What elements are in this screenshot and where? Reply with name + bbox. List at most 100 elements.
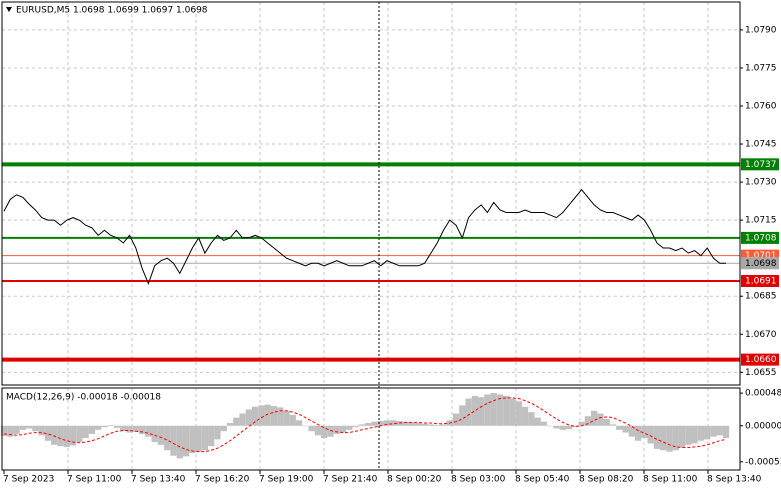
macd-bar bbox=[145, 425, 152, 437]
macd-bar bbox=[302, 425, 309, 427]
macd-bar bbox=[490, 393, 497, 426]
macd-bar bbox=[19, 425, 26, 430]
x-tick-label: 7 Sep 19:00 bbox=[259, 475, 314, 485]
y-tick-label: 1.0715 bbox=[745, 216, 777, 226]
price-box-label: 1.0708 bbox=[745, 233, 777, 243]
x-tick-label: 7 Sep 21:40 bbox=[323, 475, 378, 485]
macd-bar bbox=[314, 425, 322, 436]
price-box-label: 1.0660 bbox=[745, 355, 777, 365]
macd-bar bbox=[277, 407, 284, 426]
macd-bar bbox=[710, 425, 717, 437]
y-tick-label: 1.0775 bbox=[745, 63, 777, 73]
macd-bar bbox=[346, 425, 353, 430]
macd-bar bbox=[704, 425, 711, 440]
macd-bar bbox=[666, 425, 673, 452]
macd-bar bbox=[716, 425, 723, 436]
y-tick-label: 1.0760 bbox=[745, 101, 777, 111]
main-pane-border bbox=[1, 1, 741, 386]
x-tick-label: 7 Sep 2023 bbox=[3, 475, 54, 485]
macd-bar bbox=[226, 423, 234, 426]
macd-bar bbox=[170, 425, 177, 456]
macd-bar bbox=[233, 417, 240, 426]
macd-bar bbox=[565, 425, 573, 430]
macd-bar bbox=[465, 398, 472, 426]
macd-bar bbox=[503, 395, 510, 426]
dropdown-icon[interactable] bbox=[6, 7, 12, 12]
macd-bar bbox=[603, 418, 610, 426]
macd-bar bbox=[653, 425, 661, 449]
x-tick-label: 8 Sep 03:00 bbox=[451, 475, 506, 485]
macd-bar bbox=[521, 406, 529, 426]
x-tick-label: 7 Sep 11:00 bbox=[67, 475, 122, 485]
macd-bar bbox=[201, 425, 209, 451]
y-tick-label: 1.0670 bbox=[745, 330, 777, 340]
macd-bar bbox=[408, 422, 416, 426]
macd-bar bbox=[57, 425, 64, 447]
macd-bar bbox=[270, 406, 278, 426]
macd-bar bbox=[95, 425, 102, 430]
x-tick-label: 7 Sep 16:20 bbox=[195, 475, 250, 485]
macd-bar bbox=[365, 423, 372, 426]
price-box bbox=[741, 353, 779, 366]
macd-title: MACD(12,26,9) -0.00018 -0.00018 bbox=[6, 393, 161, 403]
macd-bar bbox=[251, 406, 259, 426]
macd-bar bbox=[132, 425, 139, 432]
axes: 1.0790 1.0775 1.0760 1.0745 1.0730 1.0715 1.06… bbox=[3, 25, 781, 484]
x-tick-label: 8 Sep 00:20 bbox=[387, 475, 442, 485]
macd-bar bbox=[534, 417, 541, 426]
x-tick-label: 8 Sep 05:40 bbox=[515, 475, 570, 485]
price-box-label: 1.0691 bbox=[745, 277, 777, 287]
macd-bar bbox=[358, 424, 365, 426]
macd-bar bbox=[195, 425, 202, 452]
macd-bar bbox=[352, 425, 359, 428]
macd-bar bbox=[672, 425, 679, 451]
x-tick-label: 7 Sep 13:40 bbox=[131, 475, 186, 485]
macd-bar bbox=[113, 425, 121, 428]
price-box bbox=[741, 275, 779, 288]
macd-bar bbox=[578, 421, 585, 426]
macd-bar bbox=[471, 395, 479, 426]
macd-bar bbox=[697, 425, 705, 441]
macd-bar bbox=[478, 397, 485, 426]
signal-line bbox=[3, 397, 727, 453]
price-box bbox=[741, 231, 779, 244]
macd-bar bbox=[660, 425, 667, 451]
macd-bar bbox=[647, 425, 654, 444]
macd-bar bbox=[553, 425, 560, 429]
macd-bar bbox=[182, 425, 190, 457]
macd-bar bbox=[540, 421, 548, 426]
macd-bar bbox=[157, 425, 165, 445]
macd-bar bbox=[496, 394, 504, 426]
macd-bar bbox=[333, 425, 340, 434]
y-tick-label: 0.00000 bbox=[745, 421, 781, 431]
macd-bar bbox=[63, 425, 70, 447]
macd-bar bbox=[32, 425, 39, 432]
y-tick-label: 1.0745 bbox=[745, 140, 777, 150]
macd-bar bbox=[327, 425, 334, 437]
macd-bar bbox=[616, 425, 623, 430]
macd-bar bbox=[164, 425, 171, 451]
macd-bar bbox=[208, 425, 215, 447]
macd-bar bbox=[0, 425, 8, 436]
macd-bar bbox=[120, 425, 127, 432]
macd-pane-border bbox=[1, 387, 741, 471]
macd-bar bbox=[13, 425, 20, 434]
y-tick-label: -0.00053 bbox=[745, 457, 781, 467]
macd-bar bbox=[214, 425, 221, 440]
macd-bar bbox=[283, 410, 290, 426]
macd-bar bbox=[427, 424, 435, 426]
price-box bbox=[741, 158, 779, 171]
macd-bar bbox=[572, 425, 579, 428]
macd-bar bbox=[622, 425, 629, 433]
macd-bar bbox=[434, 425, 441, 426]
macd-bar bbox=[641, 425, 648, 439]
macd-bar bbox=[151, 425, 158, 443]
price-box-label: 1.0698 bbox=[745, 259, 777, 269]
y-tick-label: 1.0790 bbox=[745, 25, 777, 35]
macd-bar bbox=[634, 425, 642, 441]
macd-bar bbox=[289, 414, 296, 426]
x-tick-label: 8 Sep 11:00 bbox=[643, 475, 698, 485]
macd-bar bbox=[308, 425, 315, 432]
